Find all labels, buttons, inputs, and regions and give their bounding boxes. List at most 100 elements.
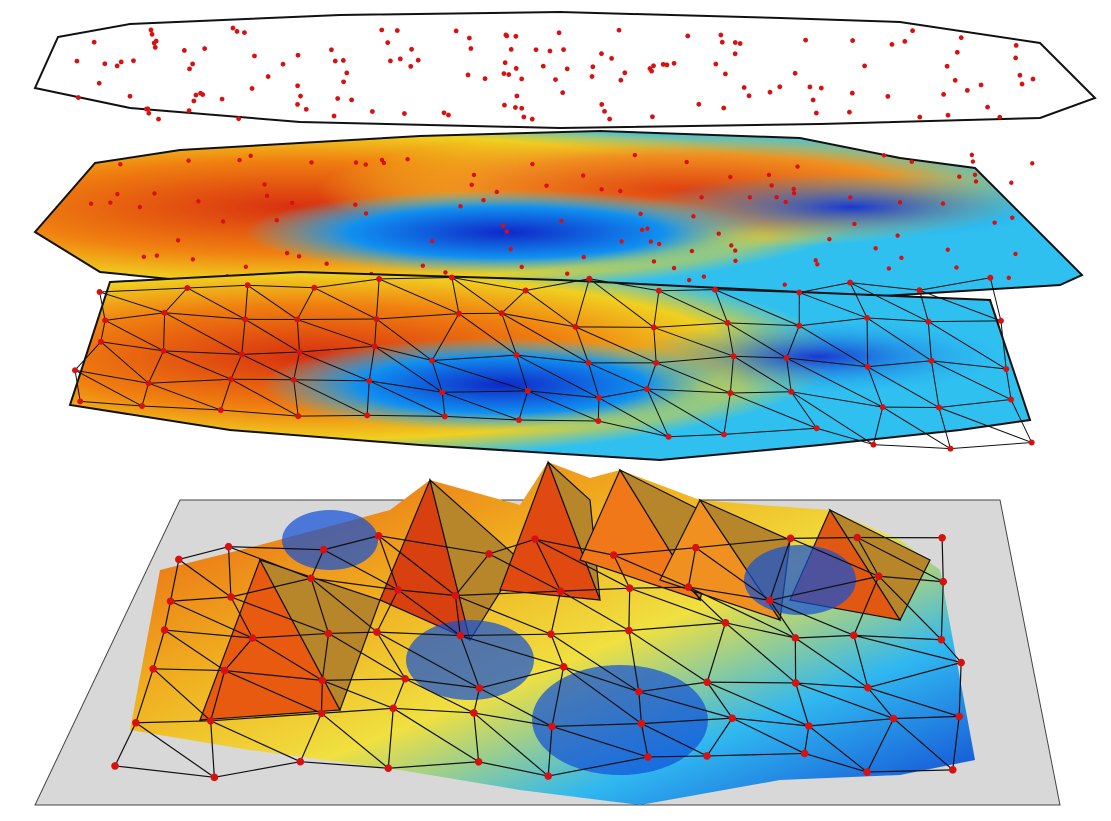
- terrain-edge: [169, 559, 180, 602]
- terrain-vertex: [957, 658, 965, 667]
- mesh-vertex: [916, 287, 923, 294]
- sample-point: [466, 35, 472, 41]
- sample-point: [649, 68, 655, 74]
- terrain-edge: [795, 682, 810, 727]
- terrain-edge: [210, 712, 322, 722]
- sample-point: [737, 41, 743, 46]
- mesh-edge: [938, 399, 1012, 408]
- terrain-edge: [322, 679, 394, 709]
- mesh-edge: [714, 289, 800, 327]
- terrain-edge: [473, 712, 549, 777]
- terrain-vertex: [765, 596, 774, 605]
- sample-point: [508, 46, 514, 52]
- sample-point: [722, 71, 728, 77]
- mesh-edge: [850, 282, 920, 291]
- sample-point: [230, 25, 236, 31]
- mesh-vertex: [102, 317, 109, 324]
- terrain-vertex: [635, 687, 643, 696]
- mesh-edge: [589, 278, 659, 292]
- terrain-edge: [808, 725, 868, 773]
- sample-point: [369, 109, 375, 114]
- sample-point: [186, 158, 191, 163]
- mesh-vertex: [572, 323, 579, 330]
- sample-point: [141, 254, 147, 260]
- mesh-vertex: [595, 394, 602, 401]
- sample-point: [202, 46, 208, 51]
- sample-point: [719, 39, 725, 45]
- mesh-vertex: [217, 407, 224, 414]
- terrain-edge: [867, 769, 953, 773]
- sample-point: [944, 63, 950, 69]
- terrain-vertex: [703, 752, 711, 760]
- terrain-edge: [769, 575, 879, 601]
- mesh-edge: [730, 391, 792, 394]
- sample-point: [344, 70, 350, 76]
- mesh-edge: [786, 325, 800, 359]
- mesh-edge: [733, 355, 792, 393]
- mesh-edge: [873, 444, 951, 450]
- mesh-edge: [74, 370, 81, 402]
- terrain-edge: [230, 596, 254, 639]
- sample-point: [791, 186, 796, 192]
- mesh-edge: [299, 351, 370, 382]
- terrain-edge: [547, 726, 553, 777]
- sample-point: [502, 102, 507, 108]
- sample-point: [482, 76, 488, 82]
- mesh-edge: [919, 277, 991, 291]
- mesh-edge: [187, 287, 246, 320]
- terrain-edge: [795, 634, 854, 639]
- sample-point: [513, 66, 519, 71]
- sample-point: [379, 157, 385, 163]
- mesh-edge: [882, 406, 951, 450]
- sample-point: [721, 105, 727, 111]
- sample-point: [791, 190, 797, 196]
- sample-point: [958, 35, 964, 41]
- sample-point: [862, 63, 867, 69]
- sample-point: [561, 47, 566, 53]
- sample-point: [599, 187, 604, 192]
- sample-point: [519, 105, 525, 111]
- sample-point: [198, 90, 203, 96]
- terrain-edge: [378, 535, 399, 591]
- sample-point: [972, 172, 978, 177]
- mesh-edge: [297, 318, 377, 321]
- sample-point: [309, 160, 314, 165]
- mesh-edge: [928, 320, 1001, 323]
- mesh-edge: [867, 366, 940, 408]
- terrain-mesh-edges: [114, 535, 962, 778]
- mesh-vertex: [595, 417, 602, 424]
- terrain-vertex: [384, 764, 393, 773]
- terrain-edge: [808, 718, 894, 727]
- sample-point: [131, 58, 136, 64]
- sample-point: [599, 102, 605, 107]
- mesh-edge: [244, 285, 249, 320]
- terrain-peak-facet: [428, 478, 521, 642]
- sample-point: [970, 159, 976, 164]
- sample-point: [732, 40, 738, 45]
- terrain-edge: [628, 630, 640, 692]
- sample-point: [118, 59, 124, 65]
- mesh-vertex: [925, 318, 932, 325]
- mesh-vertex: [242, 316, 249, 323]
- terrain-edge: [214, 761, 301, 778]
- mesh-edge: [575, 326, 657, 364]
- mesh-edge: [597, 397, 600, 421]
- sample-point: [409, 46, 414, 52]
- sample-point: [952, 77, 958, 83]
- sample-point: [1013, 55, 1019, 61]
- mesh-vertex: [364, 412, 371, 419]
- sample-point: [88, 201, 94, 206]
- sample-point: [671, 265, 677, 271]
- sample-point: [234, 29, 240, 34]
- terrain-vertex: [559, 662, 568, 671]
- sample-point: [602, 108, 607, 114]
- mesh-edge: [727, 322, 787, 359]
- sample-point: [957, 174, 962, 179]
- mesh-edge: [314, 278, 380, 289]
- mesh-vertex: [813, 425, 820, 432]
- terrain-edge: [853, 634, 962, 664]
- sample-point: [1017, 72, 1023, 78]
- mesh-edge: [451, 277, 460, 314]
- sample-point: [465, 72, 471, 78]
- terrain-edge: [638, 691, 643, 724]
